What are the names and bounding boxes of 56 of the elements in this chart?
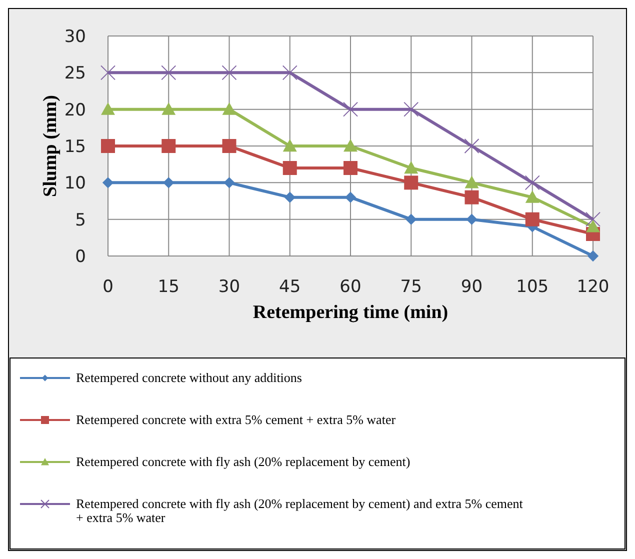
x-tick-label: 45 — [279, 277, 301, 297]
x-tick-label: 60 — [340, 277, 362, 297]
point — [344, 161, 358, 175]
point — [282, 161, 297, 175]
legend-label: Retempered concrete with fly ash (20% replacement by cement) and extra 5% cement + extra 5% water — [76, 496, 524, 525]
point — [162, 139, 176, 153]
y-axis-title: Slump (mm) — [40, 95, 61, 197]
point — [525, 212, 540, 226]
point — [406, 214, 417, 225]
point — [101, 139, 115, 153]
point — [404, 161, 418, 174]
point — [343, 102, 358, 117]
y-tick-label: 0 — [75, 246, 86, 267]
point — [525, 190, 540, 203]
point — [464, 176, 479, 188]
point — [284, 192, 296, 203]
point — [404, 102, 419, 117]
legend-label: Retempered concrete with fly ash (20% replacement by cement) — [76, 454, 410, 469]
y-tick-label: 10 — [64, 174, 86, 194]
point — [222, 139, 236, 153]
point — [222, 65, 237, 80]
x-tick-label: 15 — [158, 277, 180, 297]
x-tick-label: 120 — [576, 277, 610, 297]
point — [586, 212, 600, 227]
x-tick-label: 30 — [218, 277, 240, 297]
point — [162, 102, 176, 115]
point — [524, 175, 540, 190]
point — [466, 214, 478, 225]
y-tick-label: 5 — [75, 210, 86, 230]
x-tick-label: 105 — [516, 277, 549, 297]
y-tick-label: 30 — [64, 26, 86, 47]
x-tick-label: 75 — [400, 277, 422, 297]
point — [344, 139, 358, 152]
point — [464, 138, 480, 154]
point — [100, 65, 116, 80]
point — [224, 177, 235, 188]
legend-label: Retempered concrete without any additions — [76, 370, 302, 385]
point — [163, 177, 174, 188]
point — [344, 192, 356, 203]
y-tick-label: 20 — [64, 100, 86, 120]
y-tick-label: 25 — [64, 64, 86, 84]
point — [161, 65, 176, 80]
point — [102, 177, 114, 188]
x-axis-title: Retempering time (min) — [252, 302, 448, 323]
point — [404, 176, 418, 190]
point — [587, 250, 599, 262]
x-tick-label: 90 — [460, 277, 483, 297]
point — [464, 190, 479, 204]
legend-label: Retempered concrete with extra 5% cement + extra 5% water — [76, 412, 396, 427]
x-tick-label: 0 — [102, 277, 114, 297]
y-tick-label: 15 — [64, 136, 86, 157]
point — [282, 65, 298, 80]
point — [222, 102, 236, 115]
point — [282, 139, 297, 152]
point — [101, 102, 115, 115]
point — [586, 220, 600, 232]
